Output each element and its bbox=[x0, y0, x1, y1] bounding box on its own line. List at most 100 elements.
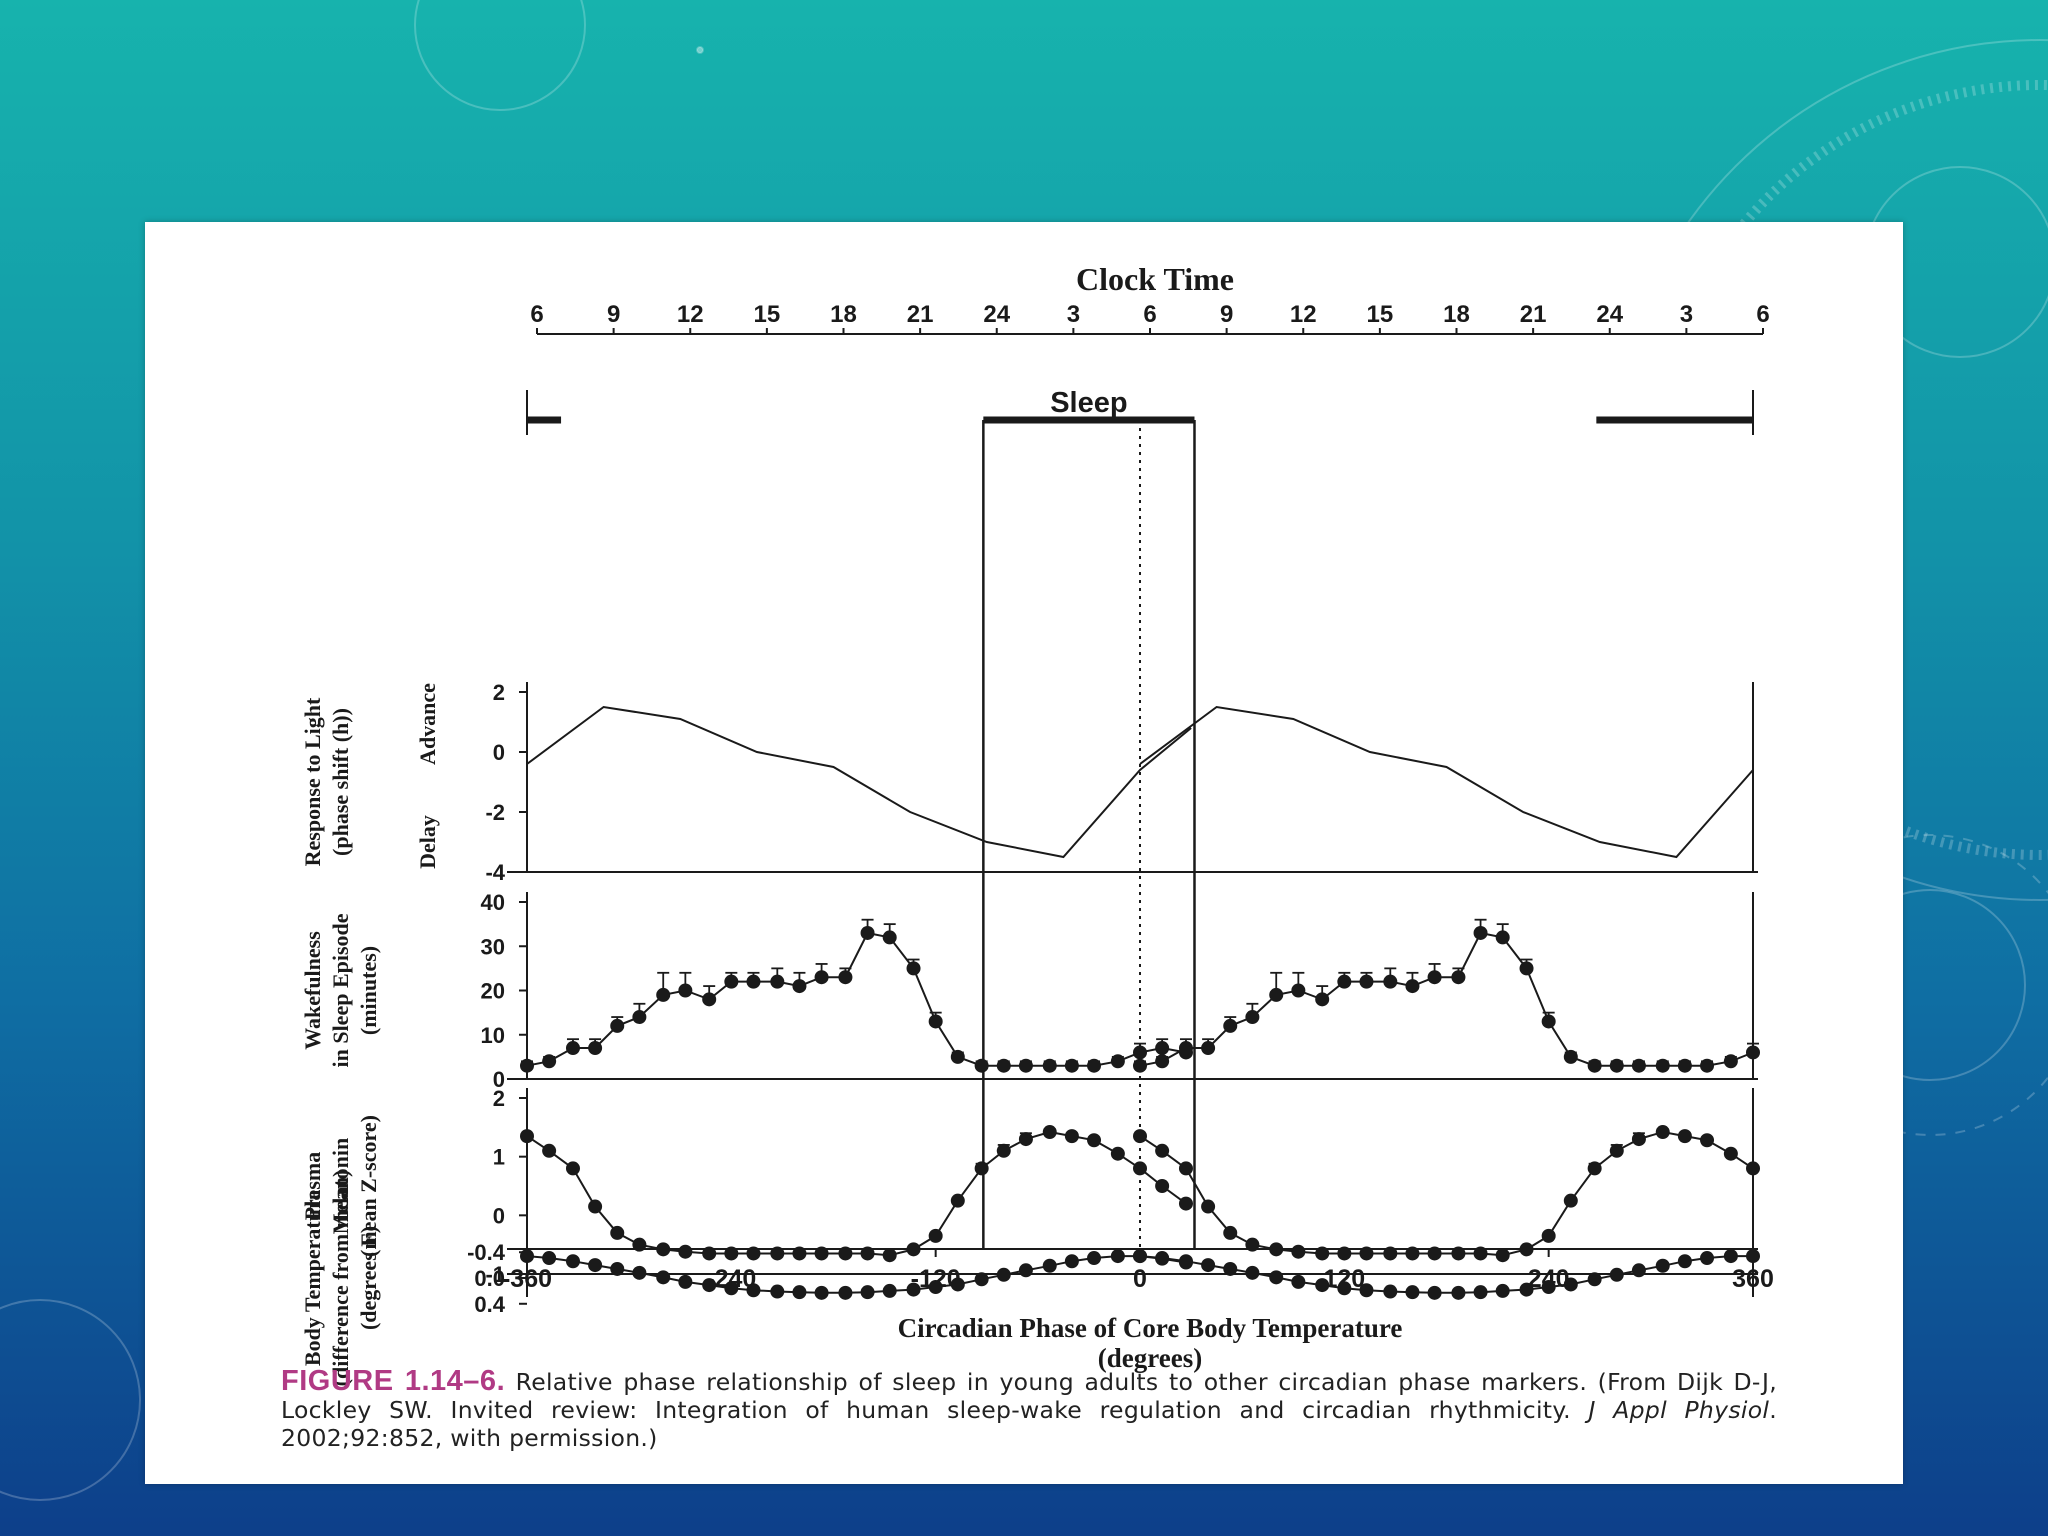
x-axis-tick-label: 120 bbox=[1323, 1265, 1365, 1293]
wake-data-point bbox=[996, 1058, 1011, 1073]
x-axis-tick-label: 240 bbox=[1528, 1265, 1570, 1293]
melatonin-data-point bbox=[1631, 1132, 1646, 1147]
wake-data-point bbox=[1269, 987, 1284, 1002]
wake-ylabel-line: (minutes) bbox=[356, 946, 381, 1035]
melatonin-data-point bbox=[1563, 1193, 1578, 1208]
light-series-line-repeat bbox=[1139, 705, 1754, 859]
temperature-data-point bbox=[792, 1285, 807, 1300]
temperature-data-point bbox=[1359, 1283, 1374, 1298]
temperature-data-point bbox=[632, 1265, 647, 1280]
wake-data-point bbox=[542, 1054, 557, 1069]
wake-data-point bbox=[1631, 1058, 1646, 1073]
wake-data-point bbox=[1746, 1045, 1760, 1060]
wake-data-point bbox=[928, 1014, 943, 1029]
temperature-data-point bbox=[1064, 1254, 1079, 1269]
melatonin-data-point bbox=[996, 1143, 1011, 1158]
wake-data-point bbox=[950, 1049, 965, 1064]
wake-data-point bbox=[1700, 1058, 1715, 1073]
melatonin-data-point bbox=[1723, 1146, 1738, 1161]
wake-data-point bbox=[724, 974, 739, 989]
melatonin-ylabel-line: (mean Z-score) bbox=[356, 1115, 381, 1257]
caption-text-2: . 2002;92:852, with permission.) bbox=[281, 1396, 1777, 1452]
melatonin-data-point bbox=[1223, 1225, 1238, 1240]
top-axis-tick-label: 21 bbox=[907, 301, 934, 328]
temperature-ytick-label: 0.0 bbox=[474, 1266, 505, 1291]
melatonin-data-point bbox=[1155, 1179, 1170, 1193]
top-axis-tick-label: 12 bbox=[1290, 301, 1317, 328]
temperature-data-point bbox=[702, 1278, 717, 1293]
temperature-data-point bbox=[656, 1270, 671, 1285]
temperature-data-point bbox=[1087, 1251, 1102, 1266]
wake-data-point bbox=[610, 1018, 625, 1033]
temperature-data-point bbox=[1427, 1285, 1442, 1300]
wake-data-point bbox=[1087, 1058, 1102, 1073]
caption-journal: J Appl Physiol bbox=[1588, 1396, 1770, 1424]
top-axis-tick-label: 6 bbox=[1756, 301, 1769, 328]
melatonin-data-point bbox=[1155, 1143, 1170, 1158]
wake-data-point bbox=[1677, 1058, 1692, 1073]
temperature-data-point bbox=[1110, 1249, 1125, 1264]
light-ylabel-line: Response to Light bbox=[300, 697, 325, 866]
top-axis-tick-label: 9 bbox=[1220, 301, 1233, 328]
top-axis-tick-label: 15 bbox=[1367, 301, 1394, 328]
wake-data-point bbox=[520, 1058, 534, 1073]
wake-data-point bbox=[860, 925, 875, 940]
melatonin-data-point bbox=[1609, 1143, 1624, 1158]
wake-ytick-label: 30 bbox=[481, 934, 505, 959]
temperature-ylabel-line: Body Temperature bbox=[300, 1190, 325, 1366]
temperature-ytick-label: -0.4 bbox=[467, 1240, 506, 1265]
temperature-data-point bbox=[1563, 1277, 1578, 1292]
temperature-data-point bbox=[1541, 1280, 1556, 1295]
temperature-data-point bbox=[882, 1283, 897, 1298]
wake-data-point bbox=[1018, 1058, 1033, 1073]
wake-ytick-label: 0 bbox=[493, 1067, 505, 1092]
wake-ytick-label: 20 bbox=[481, 979, 505, 1004]
melatonin-ytick-label: -1 bbox=[485, 1262, 505, 1287]
sleep-label: Sleep bbox=[1050, 387, 1127, 419]
top-axis-tick-label: 9 bbox=[607, 301, 620, 328]
caption-text-1: Relative phase relationship of sleep in … bbox=[281, 1368, 1777, 1424]
top-axis-tick-label: 6 bbox=[530, 301, 543, 328]
top-axis-title: Clock Time bbox=[1076, 261, 1234, 297]
wake-data-point bbox=[1495, 930, 1510, 945]
light-ytick-label: -4 bbox=[485, 860, 505, 885]
top-axis-tick-label: 12 bbox=[677, 301, 704, 328]
light-ytick-label: 0 bbox=[493, 740, 505, 765]
wake-data-point bbox=[1155, 1041, 1170, 1056]
wake-data-point bbox=[1563, 1049, 1578, 1064]
temperature-data-point bbox=[724, 1281, 739, 1296]
wake-data-point bbox=[792, 979, 807, 994]
bg-dashed-ring bbox=[1779, 834, 2048, 1136]
melatonin-data-point bbox=[1087, 1133, 1102, 1148]
wake-data-point bbox=[746, 974, 761, 989]
x-axis-tick-label: -240 bbox=[706, 1265, 756, 1293]
melatonin-ylabel-line: Melatonin bbox=[328, 1138, 353, 1235]
temperature-data-point bbox=[1587, 1272, 1602, 1287]
figure-card: Clock Time 6 9 12 15 18 21 24 3 6 9 12 15 18 21 24 3 6 Sle… bbox=[145, 222, 1903, 1484]
light-ylabel-line: (phase shift (h)) bbox=[328, 708, 353, 856]
bg-ring-top-left bbox=[414, 0, 586, 111]
wake-data-point bbox=[1609, 1058, 1624, 1073]
wake-data-point bbox=[1223, 1018, 1238, 1033]
melatonin-series-line bbox=[526, 1130, 1187, 1257]
temperature-ylabel-line: (difference from mean) bbox=[328, 1170, 353, 1387]
temperature-data-point bbox=[838, 1285, 853, 1300]
temperature-data-point bbox=[610, 1261, 625, 1276]
melatonin-data-point bbox=[882, 1248, 897, 1263]
melatonin-data-point bbox=[1178, 1161, 1193, 1176]
wake-data-point bbox=[1359, 974, 1374, 989]
temperature-data-point bbox=[1337, 1281, 1352, 1296]
temperature-data-point bbox=[1405, 1285, 1420, 1300]
melatonin-ytick-label: 0 bbox=[493, 1203, 505, 1228]
temperature-data-point bbox=[928, 1280, 943, 1295]
wake-data-point bbox=[1587, 1058, 1602, 1073]
wake-data-point bbox=[1178, 1041, 1193, 1056]
x-axis-title: Circadian Phase of Core Body Temperature bbox=[898, 1313, 1403, 1343]
top-axis-tick-label: 21 bbox=[1520, 301, 1547, 328]
light-ytick-label: 2 bbox=[493, 680, 505, 705]
wake-series-line-repeat bbox=[1139, 931, 1754, 1067]
temperature-data-point bbox=[950, 1277, 965, 1292]
x-axis-subtitle: (degrees) bbox=[1098, 1343, 1202, 1373]
top-axis-tick-label: 18 bbox=[830, 301, 857, 328]
temperature-data-point bbox=[814, 1285, 829, 1300]
